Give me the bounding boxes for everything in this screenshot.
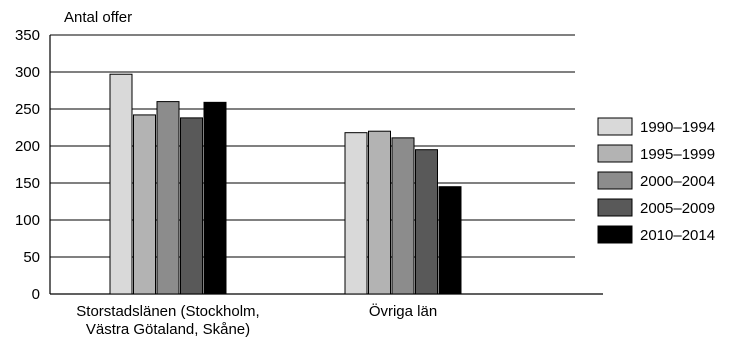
legend-label: 1990–1994 xyxy=(640,119,715,136)
x-category-label: Övriga län xyxy=(369,302,437,320)
legend-label: 2010–2014 xyxy=(640,227,715,244)
labels: Antal offer 0 50 100 150 200 250 300 350 Storstad… xyxy=(15,9,437,338)
x-category-label: Västra Götaland, Skåne) xyxy=(86,321,250,338)
bar xyxy=(203,101,227,295)
bar xyxy=(180,117,203,295)
y-axis-title: Antal offer xyxy=(64,9,132,26)
legend-label: 2000–2004 xyxy=(640,173,715,190)
legend-label: 2005–2009 xyxy=(640,200,715,217)
bar xyxy=(109,73,133,295)
y-tick-label: 50 xyxy=(23,249,40,266)
bar xyxy=(368,130,391,295)
legend-swatch xyxy=(597,198,633,217)
y-tick-label: 250 xyxy=(15,101,40,118)
legend-swatch xyxy=(597,225,633,244)
legend-swatch xyxy=(597,117,633,136)
x-category-label: Storstadslänen (Stockholm, xyxy=(76,303,259,320)
y-tick-label: 350 xyxy=(15,27,40,44)
bar xyxy=(344,132,368,295)
bars xyxy=(109,73,462,295)
legend-label: 1995–1999 xyxy=(640,146,715,163)
bar xyxy=(438,186,462,295)
bar xyxy=(391,137,415,295)
axes xyxy=(49,35,603,295)
bar xyxy=(415,149,438,295)
bar xyxy=(156,101,180,295)
y-tick-label: 0 xyxy=(32,286,40,303)
y-tick-label: 100 xyxy=(15,212,40,229)
y-tick-label: 300 xyxy=(15,64,40,81)
legend-swatch xyxy=(597,171,633,190)
legend-swatch xyxy=(597,144,633,163)
y-tick-label: 200 xyxy=(15,138,40,155)
legend: 1990–1994 1995–1999 2000–2004 2005–2009 2010… xyxy=(597,117,715,244)
y-tick-label: 150 xyxy=(15,175,40,192)
bar xyxy=(133,114,156,295)
